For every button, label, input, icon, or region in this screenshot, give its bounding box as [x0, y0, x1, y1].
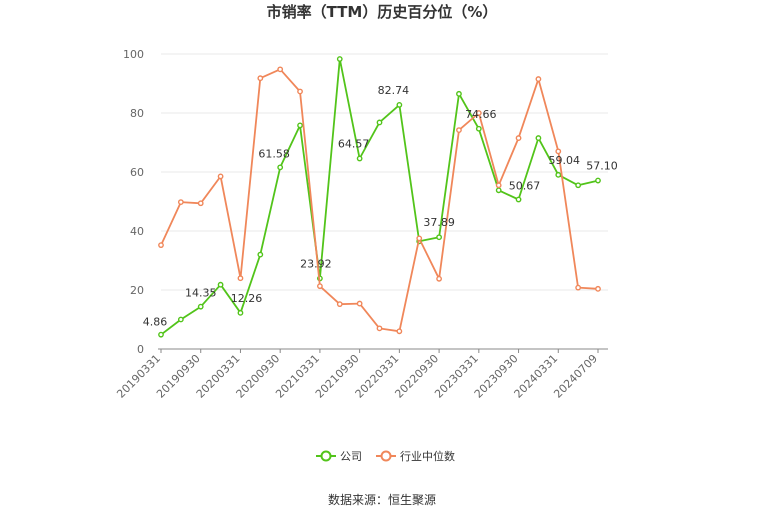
data-point [297, 122, 303, 129]
data-point [535, 135, 542, 141]
data-labels: 4.86 14.35 12.26 61.58 23.92 64.57 82.74 37.89 7… [143, 84, 618, 329]
data-point [515, 135, 522, 141]
y-axis: 0 20 40 60 80 100 [123, 48, 144, 356]
data-point [257, 75, 264, 82]
data-point [456, 127, 462, 134]
data-point [436, 234, 442, 241]
data-point [475, 125, 482, 132]
grid-lines [161, 53, 608, 291]
data-point [356, 155, 363, 162]
legend-label[interactable]: 行业中位数 [400, 449, 455, 463]
data-point [197, 303, 204, 310]
data-point [158, 242, 164, 249]
data-point [197, 200, 204, 207]
data-point [177, 199, 184, 205]
y-tick-label: 60 [130, 166, 144, 179]
data-point [555, 171, 562, 178]
data-point [575, 182, 582, 189]
data-label: 59.04 [549, 154, 581, 167]
legend: 公司 行业中位数 [316, 449, 455, 463]
y-tick-label: 80 [130, 107, 144, 120]
data-label: 64.57 [338, 138, 370, 151]
data-point [317, 283, 323, 290]
y-tick-label: 40 [130, 225, 144, 238]
data-label: 50.67 [509, 180, 541, 193]
data-point [158, 331, 164, 338]
data-label: 14.35 [185, 287, 217, 300]
legend-swatch-marker [320, 450, 332, 462]
data-point [277, 164, 284, 171]
data-point [356, 300, 363, 307]
legend-label[interactable]: 公司 [340, 450, 362, 463]
data-label: 82.74 [378, 84, 410, 97]
data-label: 61.58 [258, 147, 290, 160]
data-point [575, 284, 582, 291]
data-point [595, 285, 601, 292]
data-label: 4.86 [143, 316, 168, 329]
data-point [595, 177, 601, 184]
data-point [177, 316, 184, 323]
data-point [336, 56, 343, 62]
data-point [217, 281, 224, 288]
data-label: 37.89 [423, 216, 455, 229]
data-point [217, 173, 224, 180]
data-point [535, 76, 542, 82]
series-line-0 [160, 58, 599, 336]
data-label: 74.66 [465, 108, 497, 121]
data-point [277, 66, 284, 73]
data-point [237, 309, 244, 316]
data-point [416, 235, 423, 242]
chart-title: 市销率（TTM）历史百分位（%） [267, 3, 498, 21]
data-point [515, 196, 522, 203]
legend-swatch-marker [380, 450, 392, 462]
y-tick-label: 100 [123, 48, 144, 61]
data-point [555, 148, 562, 155]
data-point [495, 187, 502, 194]
data-point [376, 119, 383, 126]
data-label: 12.26 [231, 292, 263, 305]
data-point [376, 325, 383, 332]
data-point [237, 275, 244, 282]
series-layer [158, 56, 601, 338]
data-point [456, 90, 462, 97]
x-axis: 2019033120190930202003312020093020210331… [114, 348, 608, 401]
data-point [396, 328, 403, 335]
data-point [396, 102, 403, 108]
data-label: 23.92 [300, 257, 332, 270]
y-tick-label: 20 [130, 284, 144, 297]
data-label: 57.10 [586, 160, 618, 173]
data-point [436, 275, 442, 282]
data-point [297, 88, 303, 95]
data-point [475, 110, 482, 116]
data-point [336, 301, 343, 308]
data-point [495, 182, 502, 189]
x-tick-label: 20240709 [551, 352, 600, 401]
data-point [257, 251, 264, 258]
y-tick-label: 0 [137, 343, 144, 356]
source-note: 数据来源：恒生聚源 [328, 492, 436, 507]
